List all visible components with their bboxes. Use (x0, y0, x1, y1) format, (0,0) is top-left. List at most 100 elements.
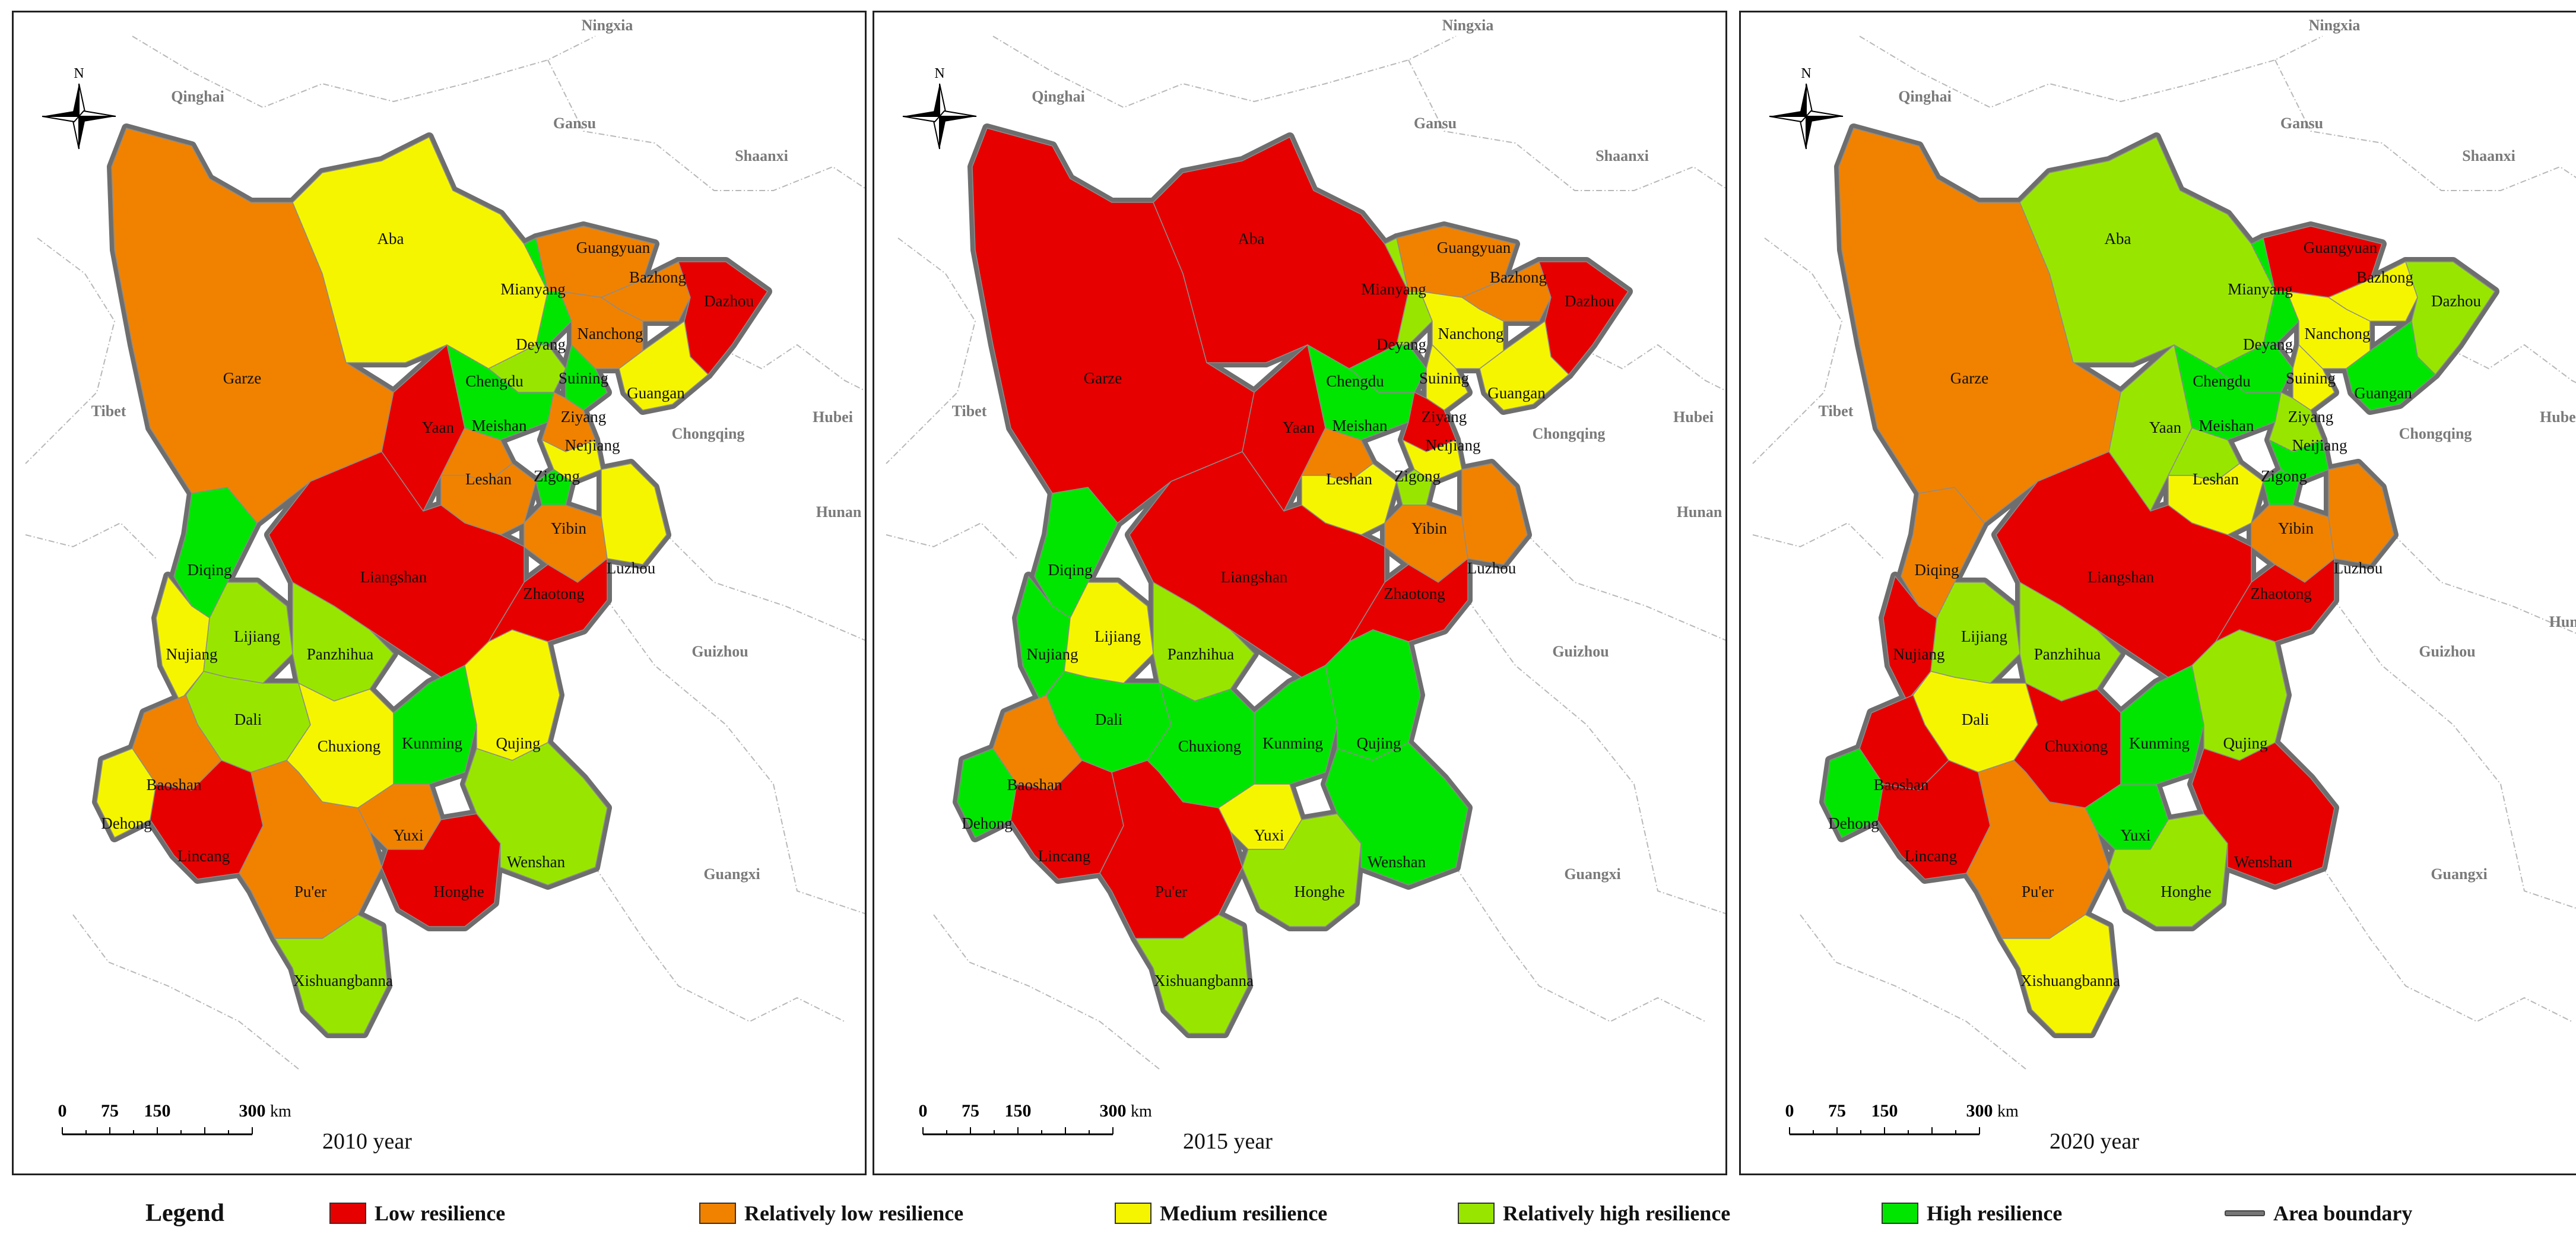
region-puer (1099, 760, 1243, 939)
region-label-yaan: Yaan (422, 418, 455, 436)
region-label-neijiang: Neijiang (2292, 436, 2347, 454)
region-label-guangan: Guangan (2354, 384, 2412, 402)
scale-tick-label: 75 (1828, 1101, 1846, 1121)
region-label-chengdu: Chengdu (465, 372, 524, 390)
region-label-panzhihua: Panzhihua (1168, 645, 1234, 663)
north-label: N (1801, 66, 1811, 81)
neighbor-label-hunan: Hunan (816, 503, 862, 521)
neighbor-label-chongqing: Chongqing (1533, 425, 1606, 442)
region-guangan (618, 321, 709, 411)
region-label-puer: Pu'er (1155, 883, 1187, 900)
neighbor-boundary (25, 237, 116, 464)
region-zigong (1396, 469, 1433, 506)
legend-item-boundary: Area boundary (2225, 1201, 2412, 1225)
legend-item-relatively-high: Relatively high resilience (1458, 1201, 1730, 1225)
neighbor-boundary (666, 534, 865, 641)
region-label-ziyang: Ziyang (561, 408, 606, 426)
region-wenshan (2191, 742, 2335, 886)
region-label-puer: Pu'er (2022, 883, 2054, 900)
region-label-dehong: Dehong (1828, 814, 1879, 832)
region-label-wenshan: Wenshan (507, 853, 566, 871)
region-nujiang (156, 576, 210, 702)
map-svg: Ningxia Qinghai Gansu Shaanxi Tibet Hubei Chon… (886, 17, 1725, 1070)
region-label-yaan: Yaan (1283, 418, 1315, 436)
legend-item-medium: Medium resilience (1115, 1201, 1327, 1225)
region-luzhou (2328, 463, 2394, 565)
legend-label: High resilience (1927, 1201, 2063, 1225)
map-legend: Legend Low resilience Relatively low res… (0, 1191, 2576, 1232)
region-label-nanchong: Nanchong (1438, 325, 1504, 342)
region-label-zhaotong: Zhaotong (1384, 585, 1445, 602)
map-svg: Ningxia Qinghai Gansu Shaanxi Tibet Hubei Chon… (1752, 17, 2576, 1070)
region-label-aba: Aba (1238, 230, 1265, 248)
neighbor-boundary (595, 867, 845, 1023)
region-label-dazhou: Dazhou (2431, 292, 2481, 310)
region-label-puer: Pu'er (294, 883, 326, 900)
neighbor-boundary (547, 59, 865, 191)
region-label-suining: Suining (1419, 369, 1469, 387)
region-label-suining: Suining (559, 369, 608, 387)
legend-swatch (699, 1203, 736, 1224)
neighbor-label-chongqing: Chongqing (2399, 425, 2472, 442)
neighbor-boundary (1408, 59, 1725, 191)
neighbor-label-hunan: Hunan (1677, 503, 1722, 521)
region-label-leshan: Leshan (465, 470, 512, 488)
region-label-dazhou: Dazhou (1565, 292, 1614, 310)
region-kunming (393, 665, 477, 785)
year-label: 2015 year (1183, 1129, 1273, 1154)
region-guangan (1479, 321, 1569, 411)
neighbor-label-gansu: Gansu (1414, 115, 1457, 132)
region-label-panzhihua: Panzhihua (2034, 645, 2101, 663)
region-label-diqing: Diqing (1048, 561, 1092, 579)
neighbor-label-shaanxi: Shaanxi (2462, 147, 2515, 164)
region-label-meishan: Meishan (1333, 417, 1388, 434)
region-label-garze: Garze (223, 369, 261, 387)
region-label-yuxi: Yuxi (2120, 826, 2150, 844)
region-label-luzhou: Luzhou (1467, 559, 1517, 577)
region-label-lijiang: Lijiang (1095, 627, 1141, 645)
north-arrow-icon: N (902, 66, 977, 150)
neighbor-boundary (1455, 867, 1706, 1023)
legend-swatch (329, 1203, 366, 1224)
region-label-dehong: Dehong (962, 814, 1012, 832)
neighbor-boundary (1752, 522, 1884, 559)
legend-label: Low resilience (375, 1201, 506, 1225)
legend-swatch (1458, 1203, 1495, 1224)
region-label-guangan: Guangan (627, 384, 685, 402)
region-label-wenshan: Wenshan (2234, 853, 2293, 871)
neighbor-boundary (933, 914, 1160, 1070)
region-xishuangbanna (274, 914, 388, 1034)
region-label-lijiang: Lijiang (234, 627, 280, 645)
neighbor-label-guangxi: Guangxi (1564, 865, 1620, 883)
region-label-guangyuan: Guangyuan (576, 239, 651, 256)
neighbor-boundary (607, 600, 865, 915)
neighbor-label-shaanxi: Shaanxi (1595, 147, 1649, 164)
region-label-chengdu: Chengdu (1326, 372, 1384, 390)
neighbor-boundary (992, 36, 1457, 109)
neighbor-label-hubei: Hubei (1673, 408, 1714, 426)
region-label-zhaotong: Zhaotong (2250, 585, 2311, 602)
scale-tick-label: 0 (919, 1101, 928, 1121)
neighbor-label-ningxia: Ningxia (582, 17, 633, 34)
region-label-zigong: Zigong (2261, 467, 2307, 485)
scale-unit: km (1997, 1102, 2019, 1121)
boundary-line-swatch (2225, 1210, 2265, 1216)
neighbor-boundary (1527, 534, 1725, 641)
legend-swatch (1115, 1203, 1151, 1224)
neighbor-boundary (72, 914, 299, 1070)
region-label-deyang: Deyang (516, 335, 566, 353)
map-panel-2010: Ningxia Qinghai Gansu Shaanxi Tibet Hubei Chon… (12, 11, 867, 1175)
legend-label: Relatively high resilience (1503, 1201, 1731, 1225)
region-label-yibin: Yibin (2278, 519, 2314, 537)
region-luzhou (1461, 463, 1528, 565)
region-label-luzhou: Luzhou (2334, 559, 2383, 577)
region-puer (239, 760, 382, 939)
north-arrow-icon: N (1769, 66, 1844, 150)
region-xishuangbanna (2001, 914, 2115, 1034)
region-label-deyang: Deyang (2243, 335, 2293, 353)
region-garze (972, 128, 1255, 618)
region-label-yuxi: Yuxi (393, 826, 423, 844)
region-label-meishan: Meishan (472, 417, 527, 434)
region-label-guangyuan: Guangyuan (1437, 239, 1511, 256)
neighbor-label-tibet: Tibet (952, 402, 987, 420)
